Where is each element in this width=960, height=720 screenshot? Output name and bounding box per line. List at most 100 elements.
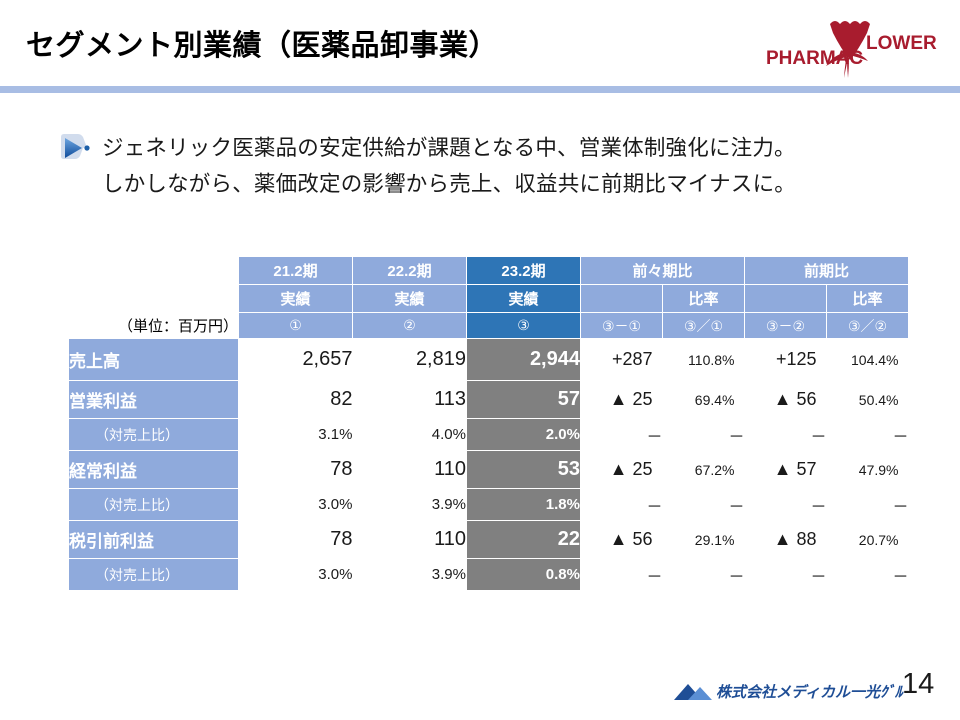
cell-fy23: 53 — [466, 450, 581, 489]
cell-diff2: － — [580, 488, 663, 521]
cell-diff1: ▲ 88 — [744, 520, 827, 559]
cell-fy22: 4.0% — [352, 418, 467, 451]
col-subheader-ratio2: 比率 — [662, 284, 745, 313]
pharmacy-flower-logo: PHARMAC LOWER — [752, 14, 942, 80]
segment-performance-table: 21.2期 22.2期 23.2期 前々期比 前期比 実績 実績 実績 比率 比… — [68, 256, 909, 591]
row-label: （対売上比） — [68, 418, 239, 451]
row-label: 営業利益 — [68, 380, 239, 419]
col-subheader-fy23-actual: 実績 — [466, 284, 581, 313]
unit-label: （単位：百万円） — [68, 312, 239, 339]
cell-diff1: ▲ 56 — [744, 380, 827, 419]
cell-ratio1: － — [826, 488, 909, 521]
row-label: 経常利益 — [68, 450, 239, 489]
table-row: （対売上比） 3.0% 3.9% 0.8% － － － － — [68, 558, 909, 591]
table-body: 売上高 2,657 2,819 2,944 +287 110.8% +125 1… — [68, 338, 909, 591]
row-label: （対売上比） — [68, 558, 239, 591]
col-header-fy22: 22.2期 — [352, 256, 467, 285]
callout-text: ジェネリック医薬品の安定供給が課題となる中、営業体制強化に注力。 しかしながら、… — [102, 130, 796, 202]
cell-fy21: 3.0% — [238, 558, 353, 591]
table-row: （対売上比） 3.0% 3.9% 1.8% － － － － — [68, 488, 909, 521]
col-header-vs-prev-year: 前期比 — [744, 256, 909, 285]
col-code-diff2: ③－① — [580, 312, 663, 339]
cell-diff1: － — [744, 488, 827, 521]
cell-ratio2: 67.2% — [662, 450, 745, 489]
header-row-actual: 実績 実績 実績 比率 比率 — [68, 284, 909, 313]
col-subheader-fy22-actual: 実績 — [352, 284, 467, 313]
company-logo: 株式会社メディカル一光ｸﾞﾙｰﾌﾟ — [672, 676, 925, 706]
table-row: 売上高 2,657 2,819 2,944 +287 110.8% +125 1… — [68, 338, 909, 381]
cell-diff2: ▲ 25 — [580, 380, 663, 419]
cell-diff1: － — [744, 558, 827, 591]
cell-ratio2: 69.4% — [662, 380, 745, 419]
table-row: 経常利益 78 110 53 ▲ 25 67.2% ▲ 57 47.9% — [68, 450, 909, 489]
cell-fy21: 2,657 — [238, 338, 353, 381]
cell-diff2: ▲ 25 — [580, 450, 663, 489]
header-row-period: 21.2期 22.2期 23.2期 前々期比 前期比 — [68, 256, 909, 285]
row-label: 売上高 — [68, 338, 239, 381]
cell-diff2: +287 — [580, 338, 663, 381]
cell-ratio2: 110.8% — [662, 338, 745, 381]
cell-ratio2: － — [662, 488, 745, 521]
col-subheader-ratio1: 比率 — [826, 284, 909, 313]
row-label: 税引前利益 — [68, 520, 239, 559]
medical-ikko-group-logo-icon: 株式会社メディカル一光ｸﾞﾙｰﾌﾟ — [674, 683, 925, 701]
col-code-fy21: ① — [238, 312, 353, 339]
cell-ratio2: － — [662, 418, 745, 451]
cell-fy23: 22 — [466, 520, 581, 559]
cell-fy22: 2,819 — [352, 338, 467, 381]
cell-fy23: 0.8% — [466, 558, 581, 591]
cell-diff1: － — [744, 418, 827, 451]
col-code-diff1: ③－② — [744, 312, 827, 339]
table-head: 21.2期 22.2期 23.2期 前々期比 前期比 実績 実績 実績 比率 比… — [68, 256, 909, 339]
cell-diff2: － — [580, 558, 663, 591]
corner-cell — [68, 256, 239, 285]
cell-ratio1: 104.4% — [826, 338, 909, 381]
col-code-ratio1: ③／② — [826, 312, 909, 339]
page-number: 14 — [902, 668, 935, 700]
page-title: セグメント別業績（医薬品卸事業） — [26, 30, 499, 62]
cell-ratio2: 29.1% — [662, 520, 745, 559]
table-row: 税引前利益 78 110 22 ▲ 56 29.1% ▲ 88 20.7% — [68, 520, 909, 559]
cell-ratio1: － — [826, 418, 909, 451]
highlight-callout: ジェネリック医薬品の安定供給が課題となる中、営業体制強化に注力。 しかしながら、… — [58, 130, 796, 202]
cell-diff1: +125 — [744, 338, 827, 381]
col-header-fy23: 23.2期 — [466, 256, 581, 285]
cell-fy21: 3.0% — [238, 488, 353, 521]
col-header-vs-two-years-ago: 前々期比 — [580, 256, 745, 285]
header-row-codes: （単位：百万円） ① ② ③ ③－① ③／① ③－② ③／② — [68, 312, 909, 339]
col-subheader-diff1-blank — [744, 284, 827, 313]
cell-ratio1: 50.4% — [826, 380, 909, 419]
cell-fy22: 3.9% — [352, 558, 467, 591]
col-code-fy23: ③ — [466, 312, 581, 339]
cell-fy23: 2.0% — [466, 418, 581, 451]
tulip-flower-icon: PHARMAC LOWER — [766, 21, 937, 78]
company-logo-text: 株式会社メディカル一光ｸﾞﾙｰﾌﾟ — [716, 683, 904, 701]
cell-fy21: 3.1% — [238, 418, 353, 451]
col-subheader-fy21-actual: 実績 — [238, 284, 353, 313]
cell-fy22: 110 — [352, 520, 467, 559]
callout-line-2: しかしながら、薬価改定の影響から売上、収益共に前期比マイナスに。 — [102, 172, 796, 196]
cell-ratio2: － — [662, 558, 745, 591]
brand-name-right: LOWER — [866, 33, 937, 54]
col-code-fy22: ② — [352, 312, 467, 339]
brand-name-left: PHARMAC — [766, 48, 863, 69]
header-divider-rule — [0, 86, 960, 93]
table-row: 営業利益 82 113 57 ▲ 25 69.4% ▲ 56 50.4% — [68, 380, 909, 419]
cell-fy23: 57 — [466, 380, 581, 419]
cell-fy21: 82 — [238, 380, 353, 419]
corner-cell-2 — [68, 284, 239, 313]
cell-fy23: 1.8% — [466, 488, 581, 521]
cell-ratio1: － — [826, 558, 909, 591]
col-code-ratio2: ③／① — [662, 312, 745, 339]
callout-line-1: ジェネリック医薬品の安定供給が課題となる中、営業体制強化に注力。 — [102, 136, 796, 160]
cell-fy21: 78 — [238, 450, 353, 489]
col-header-fy21: 21.2期 — [238, 256, 353, 285]
col-subheader-diff2-blank — [580, 284, 663, 313]
row-label: （対売上比） — [68, 488, 239, 521]
cell-diff2: － — [580, 418, 663, 451]
table-row: （対売上比） 3.1% 4.0% 2.0% － － － － — [68, 418, 909, 451]
cell-fy21: 78 — [238, 520, 353, 559]
cell-ratio1: 20.7% — [826, 520, 909, 559]
cell-diff1: ▲ 57 — [744, 450, 827, 489]
